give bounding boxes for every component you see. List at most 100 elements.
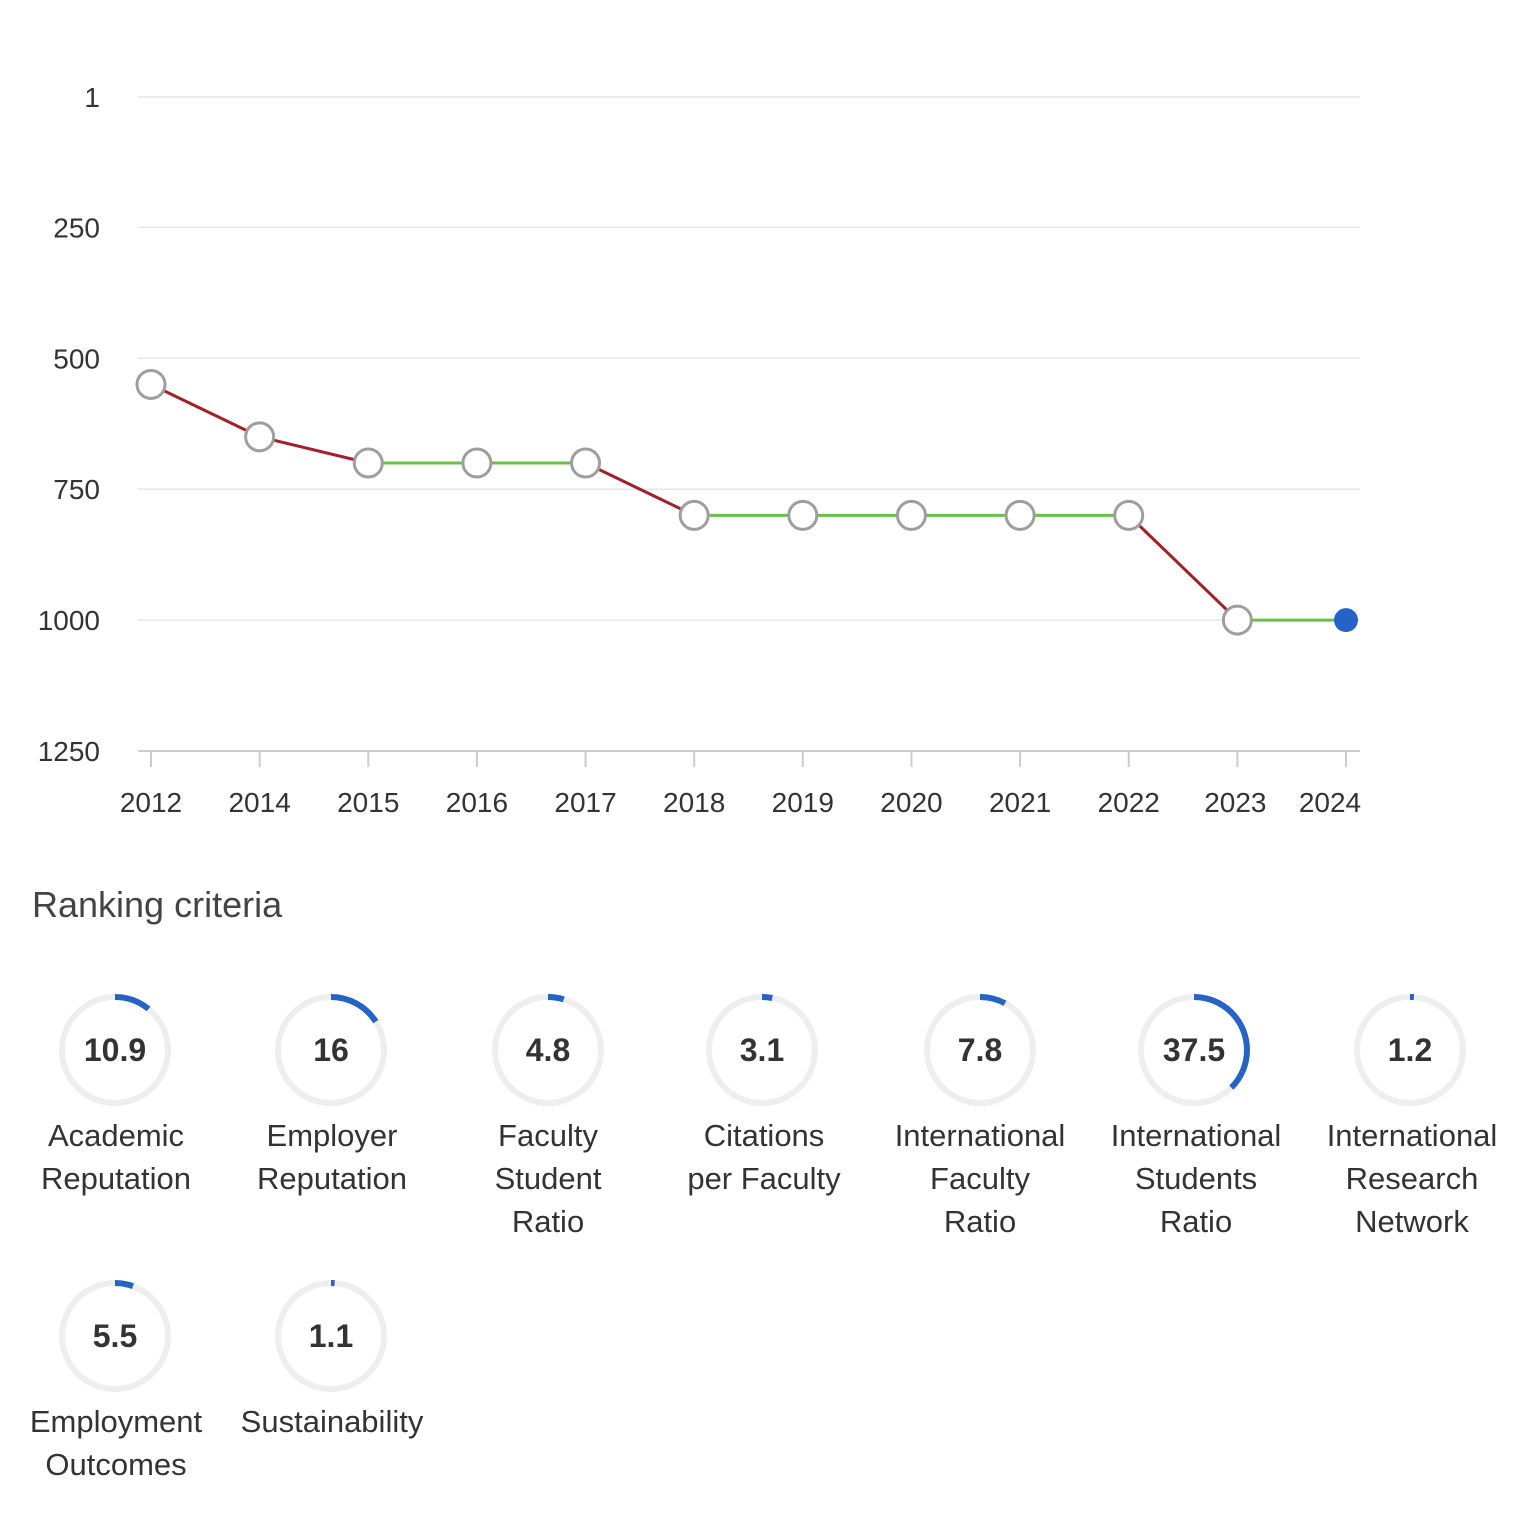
x-tick-label: 2021 xyxy=(989,787,1051,818)
rank-point xyxy=(678,499,710,531)
criterion-label-line: Ratio xyxy=(511,1204,585,1239)
rank-point xyxy=(570,447,602,479)
criterion-label: Academic Reputation xyxy=(8,1114,224,1200)
criterion-label-line: Citations xyxy=(703,1118,825,1153)
criterion-label-line: Academic xyxy=(47,1118,185,1153)
score-ring-graphic xyxy=(59,1280,171,1392)
criterion-label-line: Network xyxy=(1355,1204,1469,1239)
score-ring-progress xyxy=(924,994,1036,1106)
score-ring: 4.8 xyxy=(490,992,606,1108)
rank-point xyxy=(244,421,276,453)
x-tick-label: 2015 xyxy=(337,787,399,818)
x-tick-label: 2022 xyxy=(1098,787,1160,818)
x-tick-label: 2019 xyxy=(772,787,834,818)
x-tick-label: 2016 xyxy=(446,787,508,818)
score-ring-graphic xyxy=(492,994,604,1106)
score-ring-progress xyxy=(1354,994,1466,1106)
criterion-label-line: Sustainability xyxy=(240,1404,424,1439)
criterion-label-line: International xyxy=(1326,1118,1498,1153)
criterion-label: International Research Network xyxy=(1304,1114,1520,1243)
score-ring: 16 xyxy=(273,992,389,1108)
criterion-label-line: Outcomes xyxy=(45,1447,187,1482)
series-segment xyxy=(584,461,696,517)
score-ring-progress xyxy=(1138,994,1250,1106)
criterion-label-line: International xyxy=(894,1118,1066,1153)
score-ring: 37.5 xyxy=(1136,992,1252,1108)
score-ring: 7.8 xyxy=(922,992,1038,1108)
x-tick-label: 2023 xyxy=(1204,787,1266,818)
rank-point xyxy=(352,447,384,479)
criterion-label-line: Ratio xyxy=(1159,1204,1233,1239)
score-ring: 10.9 xyxy=(57,992,173,1108)
score-value: 1.1 xyxy=(308,1318,354,1354)
score-value: 3.1 xyxy=(739,1032,785,1068)
criterion-label-line: Employment xyxy=(29,1404,203,1439)
criterion-label-line: Employer xyxy=(266,1118,398,1153)
y-tick-label: 250 xyxy=(53,212,100,243)
criterion-label: International Students Ratio xyxy=(1088,1114,1304,1243)
score-value: 10.9 xyxy=(83,1032,147,1068)
score-value: 16 xyxy=(313,1032,349,1068)
criterion-label: Sustainability xyxy=(224,1400,440,1443)
criterion-label-line: Students xyxy=(1134,1161,1258,1196)
y-tick-label: 500 xyxy=(53,343,100,374)
score-value: 1.2 xyxy=(1387,1032,1433,1068)
x-tick-label: 2018 xyxy=(663,787,725,818)
criterion-label-line: Reputation xyxy=(41,1161,191,1196)
rank-point xyxy=(1113,499,1145,531)
score-value: 7.8 xyxy=(957,1032,1003,1068)
score-ring: 5.5 xyxy=(57,1278,173,1394)
criterion-label-line: Faculty xyxy=(498,1118,598,1153)
score-ring: 1.2 xyxy=(1352,992,1468,1108)
rank-point xyxy=(895,499,927,531)
score-ring-progress xyxy=(275,1280,387,1392)
criterion-label-line: Ratio xyxy=(943,1204,1017,1239)
criterion-label-line: Research xyxy=(1345,1161,1479,1196)
score-ring-progress xyxy=(492,994,604,1106)
y-tick-label: 750 xyxy=(53,474,100,505)
score-ring-graphic xyxy=(1354,994,1466,1106)
rank-point xyxy=(135,368,167,400)
y-tick-label: 1 xyxy=(84,82,100,113)
rank-point xyxy=(461,447,493,479)
score-value: 5.5 xyxy=(92,1318,138,1354)
score-ring-graphic xyxy=(1138,994,1250,1106)
score-ring: 1.1 xyxy=(273,1278,389,1394)
criterion-label-line: Faculty xyxy=(930,1161,1030,1196)
ranking-criteria-heading: Ranking criteria xyxy=(32,884,283,925)
criterion-label: Employer Reputation xyxy=(224,1114,440,1200)
rank-point xyxy=(787,499,819,531)
y-tick-label: 1250 xyxy=(38,736,100,767)
criterion-label: International Faculty Ratio xyxy=(872,1114,1088,1243)
score-value: 4.8 xyxy=(525,1032,571,1068)
x-tick-label: 2012 xyxy=(120,787,182,818)
rank-point xyxy=(1004,499,1036,531)
series-segment xyxy=(258,435,370,465)
current-rank-point xyxy=(1334,608,1358,633)
score-ring-graphic xyxy=(706,994,818,1106)
score-ring-graphic xyxy=(275,994,387,1106)
series-segment xyxy=(1127,513,1239,622)
x-tick-label: 2020 xyxy=(880,787,942,818)
x-tick-label: 2014 xyxy=(228,787,290,818)
rank-point xyxy=(1221,604,1253,636)
x-tick-label: 2017 xyxy=(554,787,616,818)
score-ring-progress xyxy=(706,994,818,1106)
criterion-label: Employment Outcomes xyxy=(8,1400,224,1486)
score-ring-progress xyxy=(275,994,387,1106)
criterion-label-line: International xyxy=(1110,1118,1282,1153)
criterion-label: Citations per Faculty xyxy=(656,1114,872,1200)
criterion-label-line: Reputation xyxy=(257,1161,407,1196)
criterion-label-line: per Faculty xyxy=(687,1161,841,1196)
series-segment xyxy=(149,382,262,439)
x-tick-label: 2024 xyxy=(1299,787,1361,818)
score-ring-graphic xyxy=(275,1280,387,1392)
score-ring: 3.1 xyxy=(704,992,820,1108)
score-ring-graphic xyxy=(924,994,1036,1106)
score-ring-progress xyxy=(59,1280,171,1392)
y-tick-label: 1000 xyxy=(38,605,100,636)
score-ring-progress xyxy=(59,994,171,1106)
criterion-label: Faculty Student Ratio xyxy=(440,1114,656,1243)
score-value: 37.5 xyxy=(1162,1032,1226,1068)
